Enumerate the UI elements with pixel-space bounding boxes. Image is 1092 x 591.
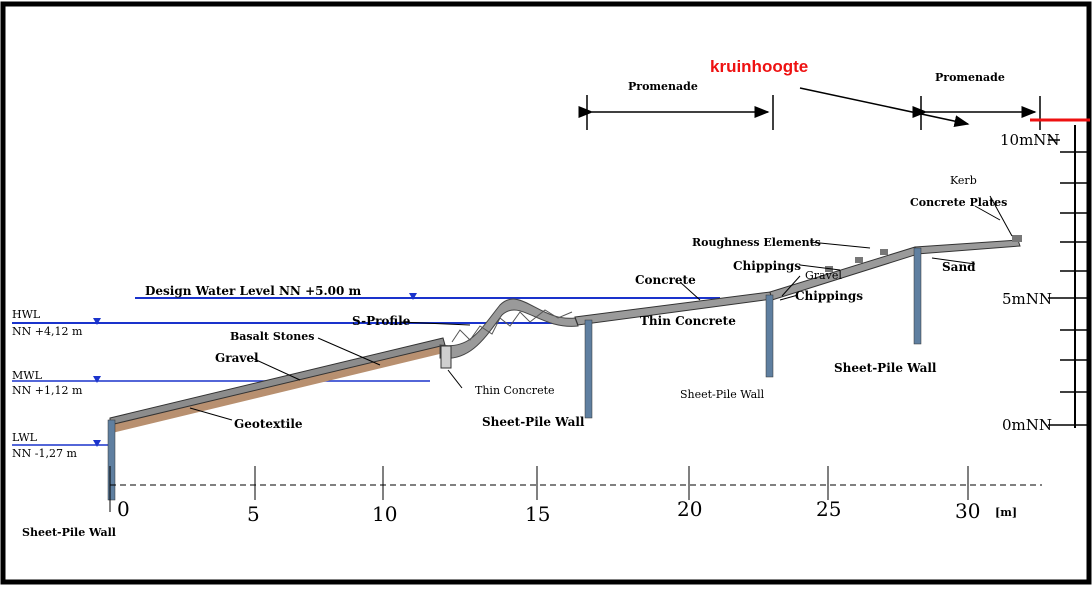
- promenade-label-2: Promenade: [935, 71, 1005, 84]
- x-tick-25: 25: [816, 497, 841, 521]
- x-tick-20: 20: [677, 497, 702, 521]
- concrete-plates-label: Concrete Plates: [910, 196, 1007, 209]
- sheet-pile-label-3: Sheet-Pile Wall: [680, 388, 765, 401]
- x-axis-unit: [m]: [995, 506, 1017, 519]
- thin-concrete-label-2: Thin Concrete: [640, 314, 736, 328]
- kerb-block: [1012, 235, 1022, 242]
- y-tick-10: 10mNN: [1000, 131, 1060, 149]
- basalt-stones-label: Basalt Stones: [230, 330, 314, 343]
- water-levels: [12, 293, 720, 447]
- concrete-plates: [914, 239, 1021, 255]
- design-water-marker: [409, 293, 417, 300]
- chippings-label-2: Chippings: [795, 289, 863, 303]
- kerb-label: Kerb: [950, 174, 977, 187]
- leader-lines: [189, 195, 1013, 421]
- geotextile-label: Geotextile: [234, 417, 303, 431]
- x-tick-15: 15: [525, 502, 550, 526]
- gravel-label-2: Gravel: [805, 269, 842, 282]
- sheet-pile-label-2: Sheet-Pile Wall: [482, 415, 585, 429]
- chippings-label-1: Chippings: [733, 259, 801, 273]
- kruinhoogte-label: kruinhoogte: [710, 57, 808, 76]
- thin-concrete-label-1: Thin Concrete: [475, 384, 555, 397]
- x-tick-30: 30: [955, 499, 980, 523]
- revetment: [109, 235, 1022, 433]
- mwl-marker: [93, 376, 101, 383]
- y-tick-5: 5mNN: [1002, 290, 1052, 308]
- s-profile-block: [439, 298, 579, 359]
- promenade-dimensions: [578, 95, 1041, 130]
- promenade-label-1: Promenade: [628, 80, 698, 93]
- toe-block: [440, 345, 452, 369]
- sheet-pile-wall-2: [584, 319, 593, 419]
- kruinhoogte-pointer: [799, 87, 970, 128]
- sheet-pile-walls: [107, 247, 922, 501]
- roughness-elements-label: Roughness Elements: [692, 236, 821, 249]
- hwl-marker: [93, 318, 101, 325]
- sheet-pile-wall-1: [107, 419, 116, 501]
- mwl-value: NN +1,12 m: [12, 384, 83, 397]
- concrete-label: Concrete: [635, 273, 696, 287]
- hwl-value: NN +4,12 m: [12, 325, 83, 338]
- sheet-pile-wall-4: [913, 247, 922, 345]
- roughness-element: [855, 257, 863, 263]
- sheet-pile-wall-3: [765, 294, 774, 378]
- lwl-marker: [93, 440, 101, 447]
- mwl-label: MWL: [12, 369, 43, 382]
- distance-axis: [109, 466, 1042, 512]
- sheet-pile-label-4: Sheet-Pile Wall: [834, 361, 937, 375]
- hwl-label: HWL: [12, 308, 41, 321]
- roughness-element: [880, 249, 888, 255]
- lwl-value: NN -1,27 m: [12, 447, 77, 460]
- s-profile-texture: [451, 309, 573, 343]
- x-tick-10: 10: [372, 502, 397, 526]
- sheet-pile-label-1: Sheet-Pile Wall: [22, 526, 116, 539]
- gravel-label: Gravel: [215, 351, 259, 365]
- y-tick-0: 0mNN: [1002, 416, 1052, 434]
- lwl-label: LWL: [12, 431, 38, 444]
- s-profile-label: S-Profile: [352, 314, 411, 328]
- geotextile-layer: [110, 345, 448, 433]
- sand-label: Sand: [942, 260, 976, 274]
- x-tick-5: 5: [247, 502, 260, 526]
- x-tick-0: 0: [117, 497, 130, 521]
- height-scale: [1048, 125, 1090, 428]
- design-water-level-label: Design Water Level NN +5.00 m: [145, 284, 362, 298]
